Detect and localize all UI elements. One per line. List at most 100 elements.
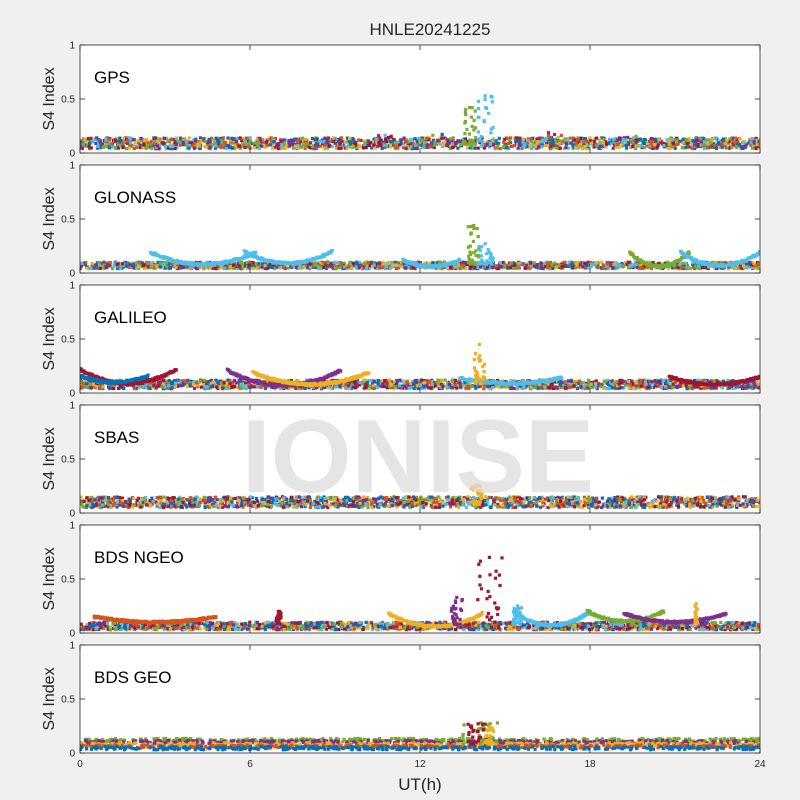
data-point (480, 144, 484, 148)
data-point (482, 262, 486, 266)
data-point (618, 136, 622, 140)
data-point (451, 139, 455, 143)
data-point (714, 261, 718, 265)
data-point (102, 266, 106, 270)
data-point (202, 266, 206, 270)
data-point (618, 138, 622, 142)
data-point (458, 142, 463, 147)
data-point (364, 267, 368, 271)
data-point (317, 261, 321, 265)
data-point (475, 261, 479, 265)
data-point (198, 146, 202, 150)
data-point (224, 146, 228, 151)
data-point (345, 146, 349, 150)
data-point (463, 260, 468, 265)
data-point (361, 146, 365, 150)
data-point (651, 144, 655, 148)
data-point (170, 262, 174, 266)
data-point (443, 136, 447, 140)
data-point (297, 266, 301, 270)
data-point (167, 266, 172, 270)
data-point (90, 261, 94, 266)
data-point (458, 266, 462, 271)
data-point (516, 146, 520, 150)
data-point (255, 137, 259, 141)
data-point (684, 145, 688, 149)
data-point (258, 147, 262, 151)
data-point (358, 263, 362, 267)
data-point (548, 264, 552, 268)
data-point (145, 144, 150, 148)
data-point (557, 141, 561, 145)
data-point (205, 141, 209, 145)
data-point (238, 260, 242, 265)
data-point (482, 119, 486, 123)
data-point (515, 136, 519, 140)
data-point (448, 137, 452, 141)
data-point (584, 266, 588, 270)
data-point (179, 141, 183, 145)
data-point (489, 127, 494, 131)
data-point (288, 143, 292, 147)
data-point (756, 266, 760, 270)
data-point (165, 136, 169, 140)
data-point (543, 264, 547, 268)
data-point (121, 145, 125, 149)
data-point (144, 261, 149, 265)
data-point (128, 144, 132, 148)
data-point (106, 261, 110, 265)
data-point (238, 136, 242, 140)
data-point (197, 144, 202, 148)
data-point (464, 113, 468, 117)
data-point (738, 264, 742, 268)
data-point (607, 141, 611, 145)
data-point (240, 138, 244, 143)
data-point (510, 266, 514, 270)
data-point (581, 265, 585, 269)
data-point (540, 136, 544, 140)
data-point (323, 144, 327, 148)
data-point (553, 132, 557, 137)
data-point (377, 141, 381, 145)
data-point (662, 143, 666, 148)
data-point (574, 141, 578, 145)
data-point (388, 143, 392, 147)
data-point (203, 266, 207, 270)
data-point (166, 139, 170, 143)
data-point (477, 247, 481, 251)
data-point (360, 263, 365, 267)
data-point (117, 140, 121, 144)
data-point (723, 142, 727, 146)
data-point (555, 146, 559, 150)
data-point (87, 144, 91, 149)
data-point (720, 145, 724, 150)
data-point (219, 141, 223, 145)
data-point (471, 139, 475, 143)
y-tick-label: 1 (69, 161, 75, 172)
data-point (385, 378, 389, 382)
data-point (124, 139, 128, 143)
data-point (379, 263, 383, 267)
data-point (637, 260, 641, 264)
data-point (571, 263, 575, 267)
data-point (555, 265, 559, 269)
data-point (396, 263, 400, 267)
data-point (468, 140, 472, 144)
data-point (441, 143, 445, 147)
data-point (594, 379, 598, 383)
data-point (463, 121, 467, 125)
data-point (122, 136, 126, 140)
data-point (259, 140, 263, 144)
data-point (758, 249, 760, 254)
data-point (354, 141, 358, 145)
data-point (753, 266, 757, 270)
data-point (589, 141, 593, 145)
data-point (173, 147, 177, 151)
data-point (427, 262, 431, 266)
data-point (725, 138, 729, 143)
data-point (456, 266, 460, 270)
data-point (573, 138, 577, 142)
data-point (679, 383, 683, 387)
data-point (392, 138, 396, 142)
data-point (489, 131, 493, 135)
